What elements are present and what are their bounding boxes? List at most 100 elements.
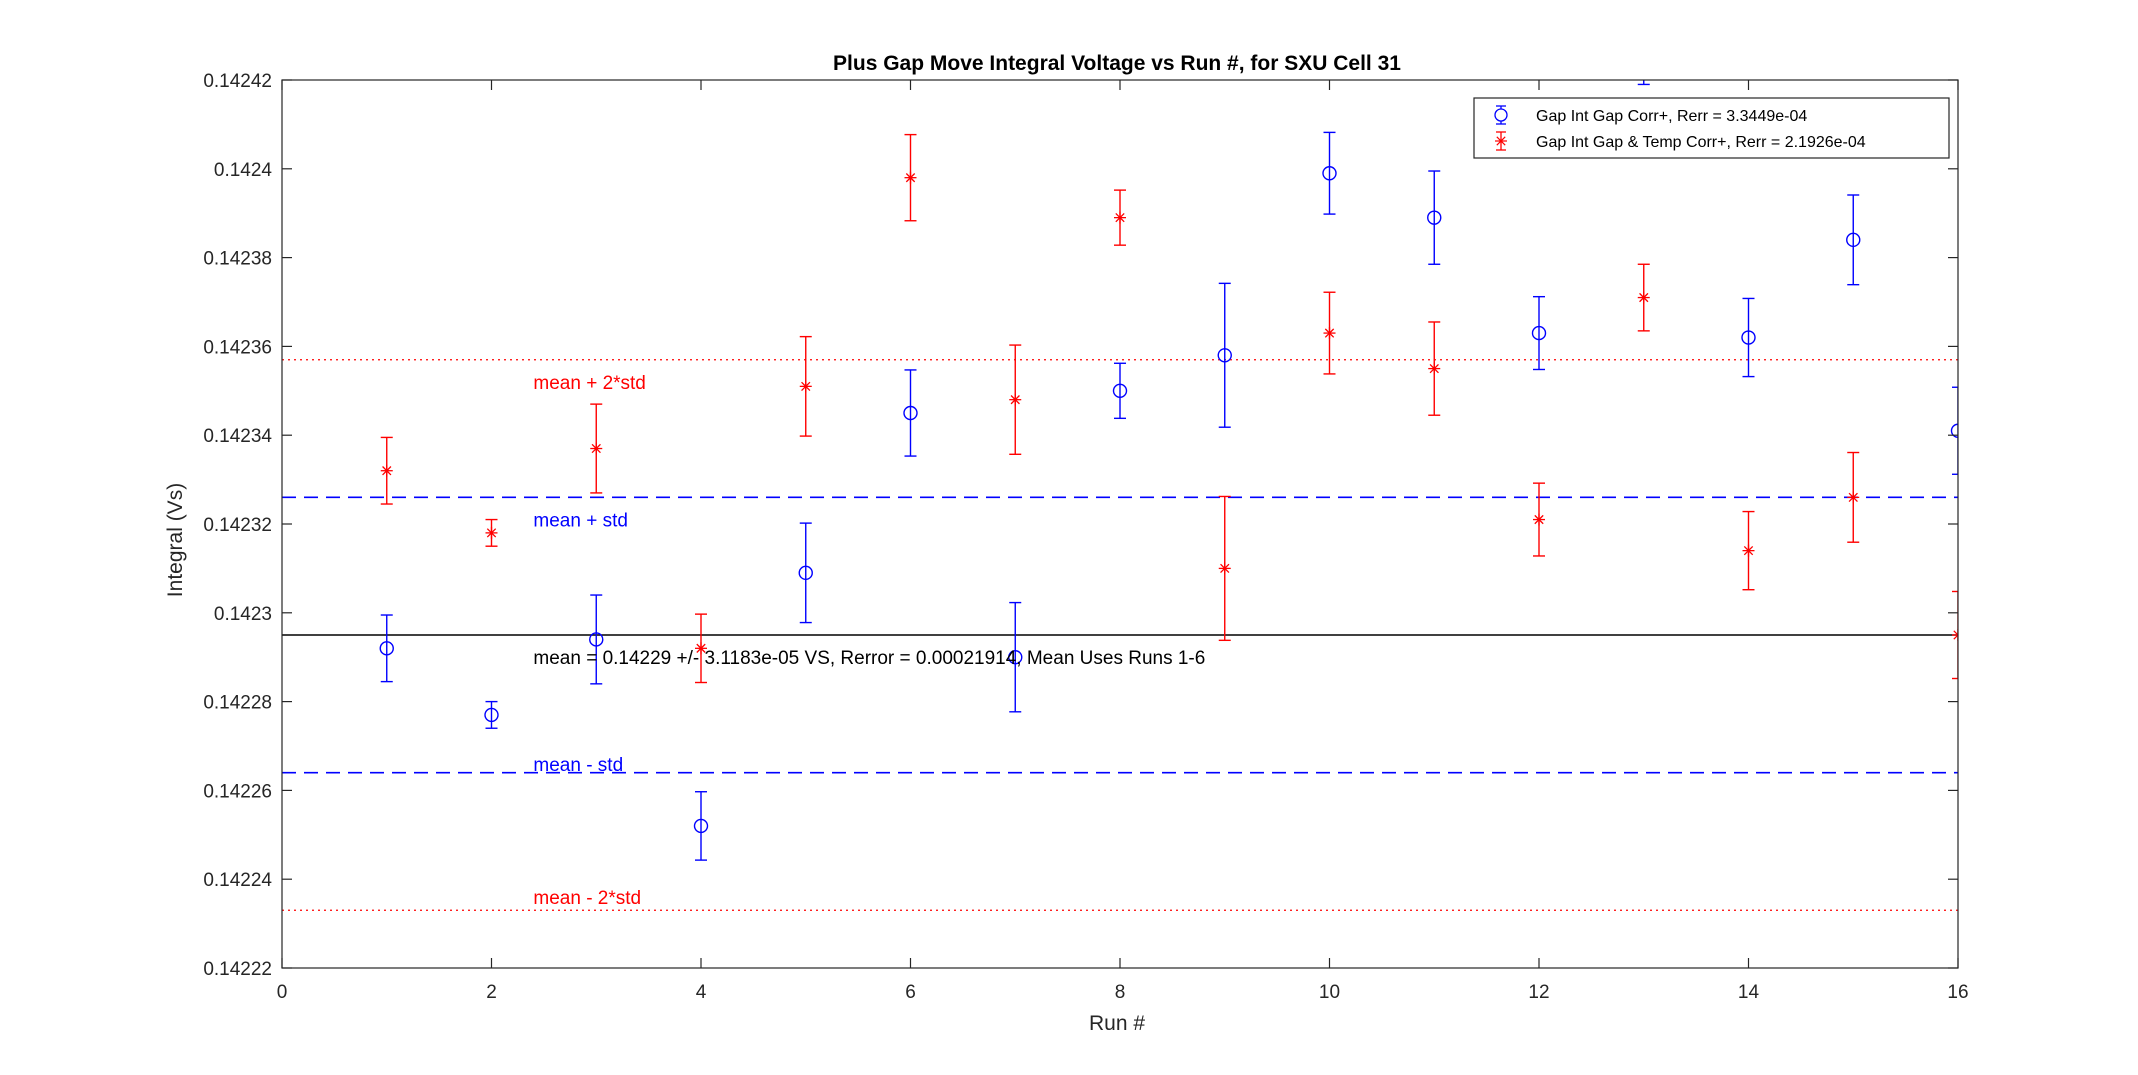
- error-bar: [1428, 170, 1441, 265]
- error-bar: [1218, 282, 1231, 428]
- x-tick-label: 6: [905, 982, 916, 1003]
- y-axis-title: Integral (Vs): [164, 483, 187, 597]
- error-bar: [1637, 80, 1650, 86]
- data-point: [1114, 211, 1126, 224]
- data-point: [798, 565, 813, 581]
- data-point: [1533, 513, 1545, 526]
- y-tick-label: 0.1424: [214, 160, 273, 181]
- x-tick-label: 16: [1947, 982, 1968, 1003]
- asterisk-stroke: [486, 528, 497, 538]
- data-point: [1009, 393, 1022, 406]
- y-tick-label: 0.14228: [203, 693, 272, 714]
- data-point: [485, 526, 498, 539]
- annotation-label: mean = 0.14229 +/- 3.1183e-05 VS, Rerror…: [533, 648, 1205, 669]
- y-tick-label: 0.14238: [203, 249, 272, 270]
- annotation-label: mean - 2*std: [533, 888, 641, 909]
- data-point: [1217, 348, 1232, 363]
- series-1-group: [379, 80, 1958, 861]
- legend-item: Gap Int Gap Corr+, Rerr = 3.3449e-04: [1494, 105, 1807, 125]
- x-tick-label: 10: [1319, 982, 1340, 1003]
- asterisk-stroke: [1848, 492, 1858, 503]
- x-tick-label: 14: [1738, 982, 1760, 1003]
- data-point: [904, 171, 917, 184]
- error-bar: [1323, 131, 1336, 215]
- legend-box: [1473, 97, 1950, 159]
- error-bar: [1952, 590, 1958, 680]
- data-point: [1218, 562, 1231, 575]
- asterisk-stroke: [1115, 212, 1125, 223]
- asterisk-stroke: [1324, 328, 1335, 338]
- legend-marker: [1494, 108, 1508, 122]
- asterisk-stroke: [1429, 363, 1439, 374]
- error-bar: [1847, 194, 1860, 286]
- data-point: [1741, 330, 1756, 345]
- data-point: [1428, 362, 1441, 375]
- x-tick-label: 8: [1115, 982, 1126, 1003]
- annotation-label: mean - std: [533, 755, 623, 776]
- y-tick-label: 0.14232: [203, 515, 272, 536]
- y-tick-label: 0.14236: [203, 337, 272, 358]
- data-point: [903, 405, 918, 421]
- error-bar: [590, 594, 603, 685]
- data-point: [379, 641, 394, 656]
- data-point: [590, 442, 603, 455]
- asterisk-stroke: [1496, 136, 1506, 146]
- asterisk-stroke: [1953, 634, 1958, 640]
- legend-label: Gap Int Gap & Temp Corr+, Rerr = 2.1926e…: [1536, 134, 1866, 151]
- series-2-group: [380, 133, 1958, 684]
- error-bar: [1533, 295, 1545, 371]
- data-point: [589, 632, 604, 647]
- error-bar: [1009, 601, 1022, 713]
- data-point: [1846, 232, 1861, 248]
- data-point: [1742, 544, 1755, 557]
- asterisk-stroke: [1953, 630, 1958, 636]
- asterisk-stroke: [382, 466, 392, 476]
- legend: Gap Int Gap Corr+, Rerr = 3.3449e-04 Gap …: [1473, 97, 1950, 159]
- asterisk-stroke: [1743, 545, 1754, 556]
- y-tick-label: 0.14222: [203, 959, 272, 980]
- y-tick-label: 0.14234: [203, 426, 272, 447]
- y-tick-label: 0.14242: [203, 71, 272, 92]
- data-point: [1112, 383, 1128, 398]
- annotation-label: mean + 2*std: [533, 373, 646, 394]
- plot-area: mean + 2*std mean + std mean = 0.14229 +/-…: [203, 71, 1968, 1003]
- asterisk-stroke: [1534, 514, 1544, 525]
- y-tick-label: 0.14226: [203, 781, 272, 802]
- asterisk-stroke: [801, 381, 811, 392]
- data-point: [1531, 325, 1547, 341]
- legend-item: Gap Int Gap & Temp Corr+, Rerr = 2.1926e…: [1495, 131, 1866, 151]
- data-point: [1952, 629, 1958, 641]
- data-point: [1008, 650, 1023, 665]
- data-point: [695, 642, 707, 655]
- asterisk-stroke: [905, 173, 916, 183]
- x-tick-label: 0: [277, 982, 288, 1003]
- error-bar: [485, 700, 498, 729]
- legend-marker: [1495, 136, 1507, 146]
- data-point: [1427, 210, 1442, 225]
- data-point: [693, 818, 709, 834]
- annotation-label: mean + std: [533, 511, 628, 532]
- asterisk-stroke: [1639, 292, 1649, 303]
- asterisk-stroke: [591, 443, 601, 454]
- data-point: [1847, 491, 1860, 504]
- error-bar: [380, 614, 393, 683]
- data-point: [1323, 327, 1336, 340]
- x-tick-label: 2: [486, 982, 497, 1003]
- asterisk-stroke: [1220, 563, 1230, 574]
- data-point: [484, 707, 499, 723]
- error-bar: [1952, 386, 1958, 475]
- data-point: [1950, 423, 1958, 438]
- legend-label: Gap Int Gap Corr+, Rerr = 3.3449e-04: [1536, 108, 1807, 125]
- y-tick-label: 0.1423: [214, 604, 272, 625]
- asterisk-stroke: [696, 643, 706, 653]
- x-tick-label: 12: [1528, 982, 1549, 1003]
- error-bar: [904, 369, 917, 457]
- error-bar: [1114, 362, 1126, 420]
- data-point: [1322, 166, 1337, 181]
- error-bar: [1742, 297, 1755, 378]
- error-bar: [799, 522, 812, 624]
- data-point: [799, 380, 812, 393]
- data-point: [380, 464, 393, 477]
- x-tick-label: 4: [696, 982, 707, 1003]
